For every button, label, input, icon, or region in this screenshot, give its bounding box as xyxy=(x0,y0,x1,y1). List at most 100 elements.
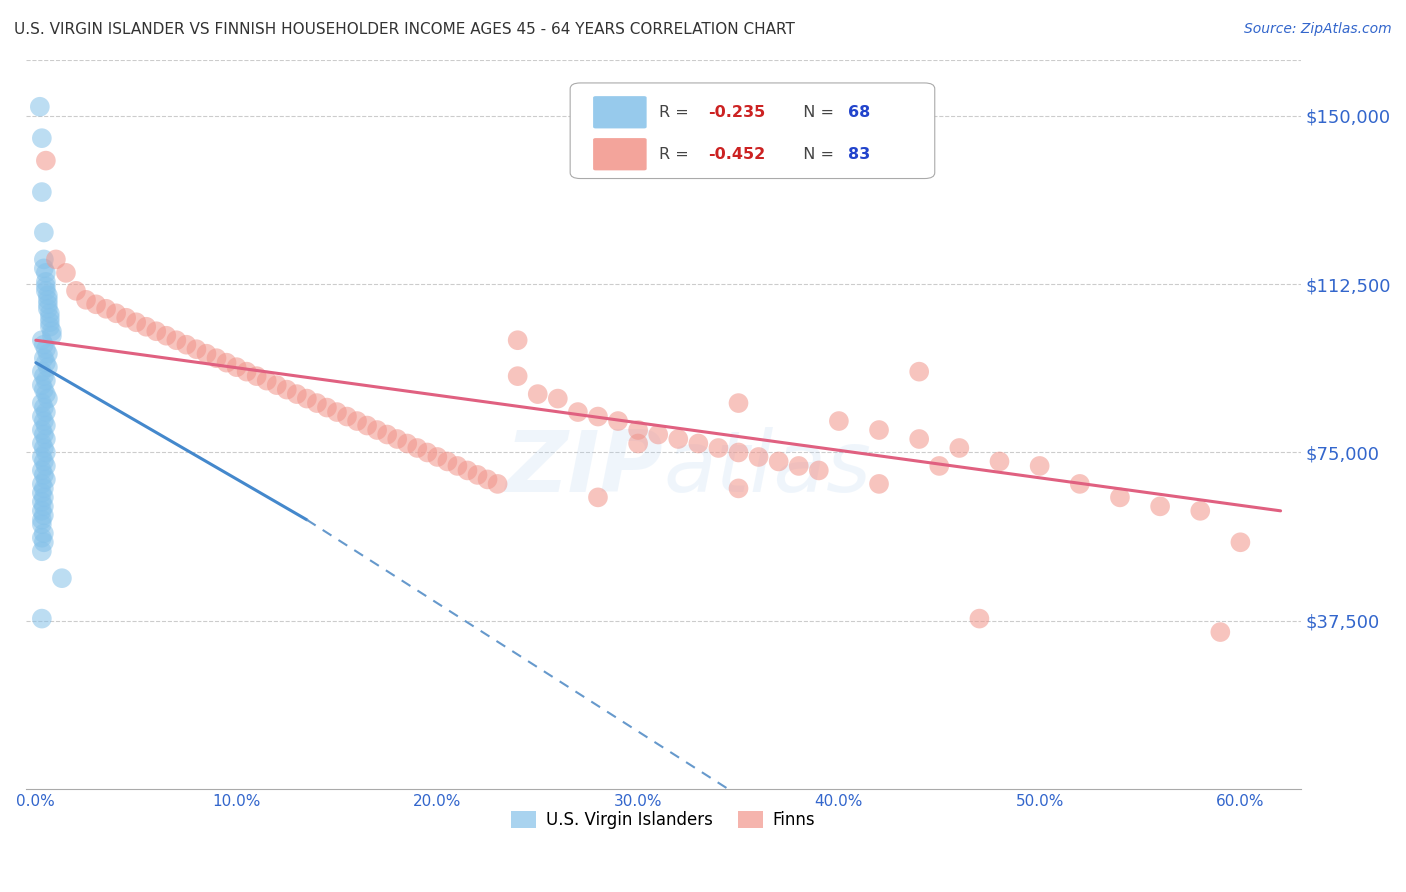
Point xyxy=(647,427,669,442)
Point xyxy=(31,504,53,518)
Point xyxy=(32,383,55,397)
Point xyxy=(32,369,55,384)
Point xyxy=(35,418,58,433)
Point xyxy=(41,324,63,338)
Point xyxy=(35,445,58,459)
Point xyxy=(868,423,890,437)
Point xyxy=(908,365,931,379)
Point xyxy=(969,611,991,625)
Point xyxy=(1209,625,1232,640)
Point xyxy=(768,454,790,468)
Point xyxy=(486,476,509,491)
Point xyxy=(35,279,58,293)
Point xyxy=(32,482,55,496)
Point xyxy=(35,275,58,289)
Point xyxy=(37,301,59,316)
Point xyxy=(165,333,187,347)
Point xyxy=(266,378,288,392)
Point xyxy=(1149,500,1171,514)
Point xyxy=(1189,504,1212,518)
Point xyxy=(366,423,388,437)
Point xyxy=(31,131,53,145)
Point xyxy=(31,396,53,410)
FancyBboxPatch shape xyxy=(593,138,647,170)
Point xyxy=(35,356,58,370)
Point xyxy=(38,310,60,325)
Point xyxy=(727,482,749,496)
Point xyxy=(31,611,53,625)
Point xyxy=(31,333,53,347)
Point xyxy=(32,454,55,468)
Point xyxy=(35,432,58,446)
Point xyxy=(285,387,308,401)
Point xyxy=(145,324,167,338)
Text: 68: 68 xyxy=(848,104,870,120)
Point xyxy=(32,491,55,505)
FancyBboxPatch shape xyxy=(593,96,647,128)
Point xyxy=(406,441,429,455)
Point xyxy=(32,500,55,514)
Point xyxy=(38,306,60,320)
Point xyxy=(32,467,55,482)
Point xyxy=(295,392,318,406)
Point xyxy=(547,392,569,406)
Point xyxy=(125,315,148,329)
Point xyxy=(105,306,128,320)
Point xyxy=(35,266,58,280)
Text: N =: N = xyxy=(793,146,839,161)
Point xyxy=(256,374,278,388)
Point xyxy=(305,396,328,410)
Point xyxy=(467,467,489,482)
Point xyxy=(707,441,730,455)
Point xyxy=(586,491,609,505)
Point xyxy=(35,374,58,388)
Point xyxy=(396,436,419,450)
Point xyxy=(155,328,177,343)
Point xyxy=(436,454,458,468)
Point xyxy=(31,378,53,392)
Point xyxy=(32,261,55,276)
Point xyxy=(55,266,77,280)
Point xyxy=(31,476,53,491)
Point xyxy=(666,432,689,446)
Point xyxy=(215,356,238,370)
Point xyxy=(526,387,548,401)
Point xyxy=(35,472,58,486)
Point xyxy=(31,486,53,500)
Point xyxy=(75,293,97,307)
Point xyxy=(37,288,59,302)
Point xyxy=(51,571,73,585)
Point xyxy=(32,526,55,541)
Point xyxy=(346,414,368,428)
Point xyxy=(31,544,53,558)
Point xyxy=(176,337,198,351)
Point xyxy=(45,252,67,267)
Point xyxy=(41,328,63,343)
Point xyxy=(477,472,499,486)
Point xyxy=(1229,535,1251,549)
Point xyxy=(31,185,53,199)
Point xyxy=(28,100,51,114)
Point xyxy=(225,360,247,375)
Point xyxy=(988,454,1011,468)
Point xyxy=(35,387,58,401)
Point xyxy=(35,458,58,473)
Point xyxy=(567,405,589,419)
Point xyxy=(37,392,59,406)
Point xyxy=(32,401,55,415)
Text: atlas: atlas xyxy=(664,426,872,509)
Point xyxy=(948,441,970,455)
Text: 83: 83 xyxy=(848,146,870,161)
Point xyxy=(1109,491,1132,505)
Point xyxy=(727,396,749,410)
Point xyxy=(607,414,630,428)
Point xyxy=(31,365,53,379)
Point xyxy=(31,513,53,527)
Text: -0.235: -0.235 xyxy=(707,104,765,120)
Point xyxy=(446,458,468,473)
FancyBboxPatch shape xyxy=(571,83,935,178)
Point xyxy=(115,310,138,325)
Point xyxy=(35,284,58,298)
Point xyxy=(868,476,890,491)
Point xyxy=(32,535,55,549)
